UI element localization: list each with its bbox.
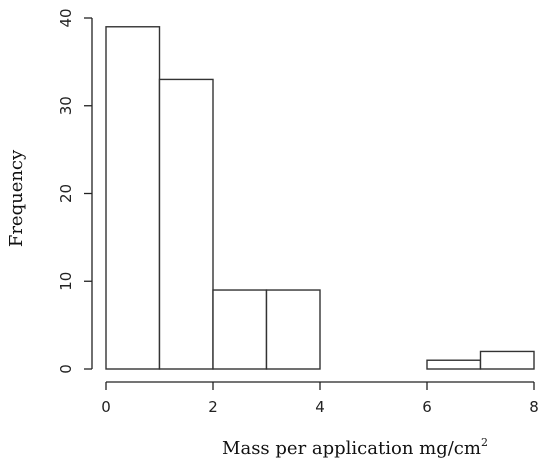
x-axis-title-text: Mass per application mg/cm: [222, 438, 481, 459]
y-tick-label: 10: [57, 272, 75, 291]
y-tick-label: 20: [57, 184, 75, 203]
x-tick-label: 2: [208, 398, 218, 416]
x-tick-label: 6: [422, 398, 432, 416]
histogram-bar: [105, 26, 161, 370]
x-axis-title-superscript: 2: [481, 436, 488, 449]
histogram-bar: [265, 289, 321, 370]
x-tick-label: 8: [529, 398, 539, 416]
y-axis: 0 10 20 30 40: [57, 8, 93, 374]
y-tick-label: 0: [57, 364, 75, 374]
y-axis-title: Frequency: [6, 149, 27, 247]
histogram-bar: [158, 78, 214, 370]
y-tick-label: 30: [57, 96, 75, 115]
histogram-bar: [426, 359, 482, 370]
x-axis-title: Mass per application mg/cm2: [222, 436, 488, 459]
x-tick-label: 4: [315, 398, 325, 416]
bars-group: [105, 26, 535, 370]
x-axis: 0 2 4 6 8: [101, 381, 539, 416]
histogram-bar: [212, 289, 268, 370]
y-tick-label: 40: [57, 8, 75, 27]
histogram-bar: [479, 350, 535, 370]
x-tick-label: 0: [101, 398, 111, 416]
